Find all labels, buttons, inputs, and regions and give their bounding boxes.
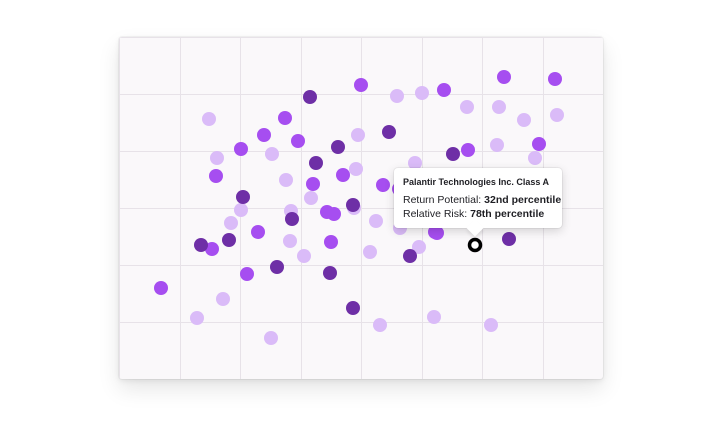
relative-risk-label: Relative Risk:: [403, 208, 471, 220]
data-point-light[interactable]: [373, 318, 387, 332]
data-point-light[interactable]: [390, 89, 404, 103]
data-point-medium[interactable]: [430, 226, 444, 240]
data-point-light[interactable]: [297, 249, 311, 263]
data-point-light[interactable]: [460, 100, 474, 114]
data-point-light[interactable]: [283, 234, 297, 248]
selected-data-point[interactable]: [467, 237, 483, 253]
data-point-light[interactable]: [484, 318, 498, 332]
data-point-medium[interactable]: [306, 177, 320, 191]
data-point-light[interactable]: [490, 138, 504, 152]
data-point-light[interactable]: [304, 191, 318, 205]
data-point-medium[interactable]: [354, 78, 368, 92]
stock-tooltip: Palantir Technologies Inc. Class A Retur…: [394, 168, 562, 237]
data-point-light[interactable]: [415, 86, 429, 100]
data-point-medium[interactable]: [209, 169, 223, 183]
data-point-light[interactable]: [412, 240, 426, 254]
data-point-dark[interactable]: [270, 260, 284, 274]
relative-risk-value: 78th percentile: [470, 208, 545, 220]
data-point-light[interactable]: [224, 216, 238, 230]
data-point-dark[interactable]: [194, 238, 208, 252]
data-point-light[interactable]: [210, 151, 224, 165]
data-point-light[interactable]: [279, 173, 293, 187]
scatter-plot: [119, 37, 603, 379]
tooltip-risk-line: Relative Risk: 78th percentile: [403, 207, 562, 221]
data-point-light[interactable]: [216, 292, 230, 306]
return-potential-label: Return Potential:: [403, 194, 485, 206]
data-point-light[interactable]: [369, 214, 383, 228]
selected-point-layer: [467, 237, 483, 253]
tooltip-title: Palantir Technologies Inc. Class A: [403, 177, 550, 187]
data-point-dark[interactable]: [446, 147, 460, 161]
data-point-dark[interactable]: [236, 190, 250, 204]
data-point-light[interactable]: [190, 311, 204, 325]
data-point-dark[interactable]: [331, 140, 345, 154]
data-point-medium[interactable]: [320, 205, 334, 219]
data-point-dark[interactable]: [303, 90, 317, 104]
data-point-medium[interactable]: [497, 70, 511, 84]
data-point-light[interactable]: [351, 128, 365, 142]
data-point-medium[interactable]: [291, 134, 305, 148]
data-point-dark[interactable]: [346, 198, 360, 212]
data-point-light[interactable]: [264, 331, 278, 345]
data-point-light[interactable]: [528, 151, 542, 165]
data-point-medium[interactable]: [251, 225, 265, 239]
data-point-dark[interactable]: [346, 301, 360, 315]
tooltip-return-line: Return Potential: 32nd percentile: [403, 193, 562, 207]
data-point-light[interactable]: [363, 245, 377, 259]
data-point-dark[interactable]: [222, 233, 236, 247]
data-point-medium[interactable]: [437, 83, 451, 97]
data-point-medium[interactable]: [336, 168, 350, 182]
data-point-light[interactable]: [550, 108, 564, 122]
data-point-medium[interactable]: [461, 143, 475, 157]
data-point-light[interactable]: [265, 147, 279, 161]
data-point-dark[interactable]: [285, 212, 299, 226]
data-point-light[interactable]: [517, 113, 531, 127]
data-point-medium[interactable]: [278, 111, 292, 125]
data-point-light[interactable]: [492, 100, 506, 114]
return-potential-value: 32nd percentile: [484, 194, 562, 206]
data-point-medium[interactable]: [548, 72, 562, 86]
data-point-dark[interactable]: [309, 156, 323, 170]
data-point-dark[interactable]: [403, 249, 417, 263]
data-point-medium[interactable]: [257, 128, 271, 142]
data-point-light[interactable]: [408, 156, 422, 170]
data-point-medium[interactable]: [532, 137, 546, 151]
data-point-light[interactable]: [427, 310, 441, 324]
data-point-dark[interactable]: [382, 125, 396, 139]
data-point-medium[interactable]: [324, 235, 338, 249]
data-points: [154, 70, 564, 345]
data-point-medium[interactable]: [154, 281, 168, 295]
data-point-medium[interactable]: [376, 178, 390, 192]
data-point-light[interactable]: [202, 112, 216, 126]
data-point-light[interactable]: [234, 203, 248, 217]
data-point-medium[interactable]: [240, 267, 254, 281]
data-point-dark[interactable]: [502, 232, 516, 246]
data-point-medium[interactable]: [234, 142, 248, 156]
data-point-medium[interactable]: [205, 242, 219, 256]
data-point-light[interactable]: [349, 162, 363, 176]
data-point-dark[interactable]: [323, 266, 337, 280]
